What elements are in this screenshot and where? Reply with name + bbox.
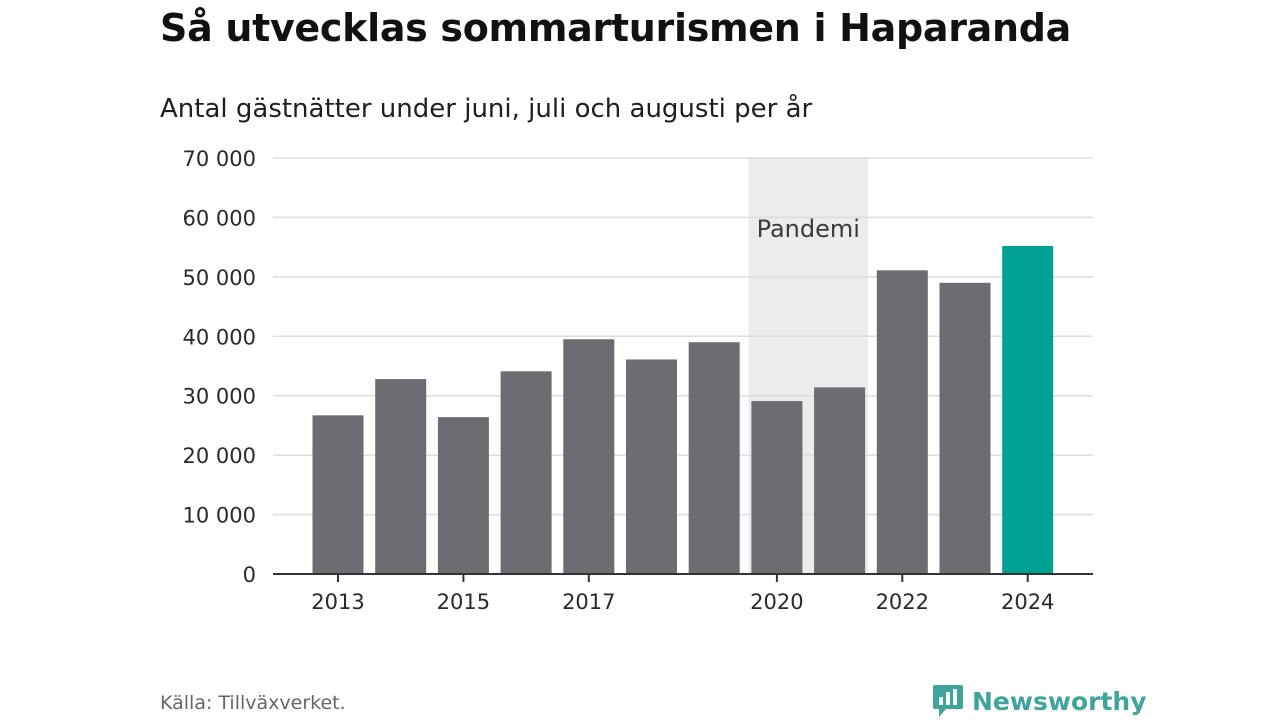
x-axis — [273, 573, 1093, 582]
x-tick-label: 2024 — [1001, 590, 1054, 614]
x-tick-label: 2022 — [876, 590, 929, 614]
x-tick-label: 2020 — [750, 590, 803, 614]
chart-title: Så utvecklas sommarturismen i Haparanda — [160, 6, 1071, 50]
bar-2017 — [563, 339, 615, 574]
bar-2022 — [876, 270, 928, 574]
y-tick-label: 0 — [243, 563, 256, 587]
bar-2016 — [500, 371, 552, 574]
y-axis-tick-labels: 0 10 000 20 000 30 000 40 000 50 000 60 000 70 … — [183, 147, 256, 587]
brand-logo: Newsworthy — [932, 683, 1147, 719]
bar-2015 — [437, 417, 489, 574]
y-tick-label: 30 000 — [183, 385, 256, 409]
bar-2019 — [688, 342, 740, 574]
y-tick-label: 60 000 — [183, 206, 256, 230]
bar-2024 — [1002, 245, 1054, 574]
bars — [312, 245, 1054, 574]
x-tick-label: 2017 — [562, 590, 615, 614]
bar-2018 — [626, 359, 677, 574]
y-tick-label: 70 000 — [183, 147, 256, 171]
pandemic-label: Pandemi — [757, 215, 860, 243]
y-tick-label: 40 000 — [183, 325, 256, 349]
bar-2021 — [814, 387, 866, 574]
x-tick-label: 2013 — [311, 590, 364, 614]
y-tick-label: 20 000 — [183, 444, 256, 468]
newsworthy-chart-icon — [933, 685, 963, 717]
bar-2020 — [751, 401, 803, 574]
bar-2014 — [375, 379, 427, 574]
bar-2013 — [312, 415, 364, 574]
bar-2023 — [939, 282, 991, 574]
brand-name: Newsworthy — [972, 686, 1147, 716]
source-note: Källa: Tillväxverket. — [160, 692, 346, 714]
y-tick-label: 50 000 — [183, 266, 256, 290]
y-tick-label: 10 000 — [183, 504, 256, 528]
x-axis-tick-labels: 2013 2015 2017 2020 2022 2024 — [311, 590, 1054, 614]
x-tick-label: 2015 — [437, 590, 490, 614]
chart-subtitle: Antal gästnätter under juni, juli och au… — [160, 94, 813, 124]
